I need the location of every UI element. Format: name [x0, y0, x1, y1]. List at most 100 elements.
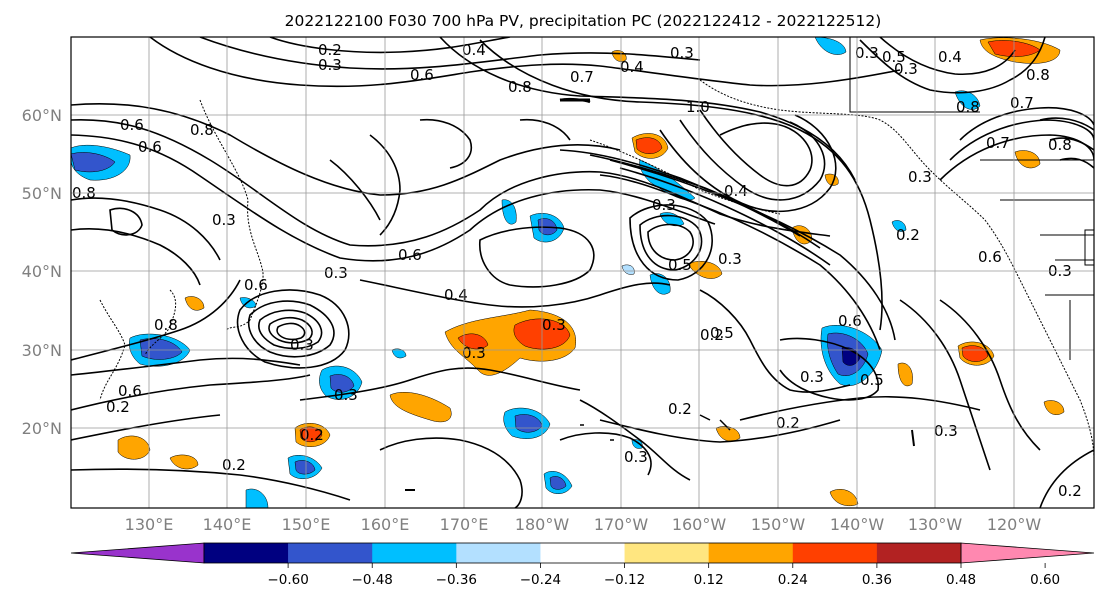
lat-label-50n: 50°N — [22, 184, 62, 203]
contour-label: 0.2 — [106, 398, 130, 416]
precip-blob-orange — [457, 333, 489, 350]
lon-label-140w: 140°W — [830, 515, 885, 534]
contour-label: 0.2 — [222, 456, 246, 474]
colorbar-tick-label: 0.60 — [1030, 572, 1060, 588]
precip-blob-orange — [687, 261, 723, 279]
pv-contours — [71, 37, 1094, 508]
precip-blob-blue — [631, 439, 643, 449]
contour-label: 0.4 — [444, 286, 468, 304]
contour-label: 0.3 — [212, 211, 236, 229]
contour-labels: 0.2 0.3 0.4 0.6 0.3 0.4 0.7 0.3 0.8 1.0 … — [72, 41, 1082, 500]
colorbar: −0.60 −0.48 −0.36 −0.24 −0.12 0.12 0.24 0.36 0.4… — [70, 542, 1095, 588]
colorbar-tick-label: 0.24 — [778, 572, 808, 588]
contour-label: 0.2 — [318, 41, 342, 59]
precip-shading — [71, 37, 1065, 508]
contour-label: 0.2 — [776, 414, 800, 432]
precip-blob-orange — [897, 362, 913, 387]
precip-blob-orange — [117, 435, 151, 460]
colorbar-extend-high — [960, 542, 1095, 564]
precip-blob-orange — [1043, 400, 1065, 415]
contour-label: 0.4 — [724, 182, 748, 200]
precip-blob-orange — [169, 454, 199, 470]
colorbar-segment — [288, 543, 373, 563]
colorbar-tick-label: −0.36 — [436, 572, 477, 588]
lon-label-120w: 120°W — [987, 515, 1042, 534]
figure-title: 2022122100 F030 700 hPa PV, precipitatio… — [285, 12, 882, 30]
precip-blob-orange — [1014, 150, 1041, 169]
contour-label: 0.3 — [462, 344, 486, 362]
lon-label-140e: 140°E — [203, 515, 252, 534]
precip-blob-orange — [829, 489, 859, 507]
precip-blob-orange — [715, 426, 741, 442]
colorbar-segment — [204, 543, 289, 563]
precip-blob-blue — [391, 348, 407, 359]
contour-label: 0.3 — [542, 316, 566, 334]
lon-label-130w: 130°W — [908, 515, 963, 534]
lat-label-60n: 60°N — [22, 106, 62, 125]
lon-label-150e: 150°E — [282, 515, 331, 534]
contour-label: 0.2 — [668, 400, 692, 418]
colorbar-tick-label: −0.48 — [352, 572, 393, 588]
contour-label: 0.8 — [154, 316, 178, 334]
contour-label: 0.3 — [934, 422, 958, 440]
contour-label: 0.3 — [652, 196, 676, 214]
contour-label: 0.4 — [938, 48, 962, 66]
contour-label: 0.6 — [978, 248, 1002, 266]
colorbar-tick-label: −0.60 — [267, 572, 308, 588]
contour-label: 0.5 — [882, 48, 906, 66]
lon-label-150w: 150°W — [751, 515, 806, 534]
colorbar-segment — [540, 543, 625, 563]
lat-label-40n: 40°N — [22, 262, 62, 281]
contour-label: 0.6 — [118, 382, 142, 400]
contour-label: 0.4 — [620, 58, 644, 76]
contour-label: 0.6 — [120, 116, 144, 134]
contour-label: 0.6 — [410, 66, 434, 84]
map-content: 0.2 0.3 0.4 0.6 0.3 0.4 0.7 0.3 0.8 1.0 … — [71, 37, 1094, 508]
map-frame — [70, 36, 1095, 509]
contour-label: 0.3 — [334, 386, 358, 404]
contour-label: 0.8 — [1048, 136, 1072, 154]
contour-label: 0.7 — [570, 68, 594, 86]
contour-label: 0.8 — [508, 78, 532, 96]
contour-label: 0.7 — [1010, 94, 1034, 112]
contour-label: 0.2 — [300, 426, 324, 444]
lat-label-20n: 20°N — [22, 419, 62, 438]
contour-label: 0.4 — [462, 41, 486, 59]
precip-blob-yellow — [389, 392, 452, 423]
precip-blob-darkblue — [549, 476, 567, 490]
precip-blob-blue — [245, 488, 269, 508]
contour-label: 0.2 — [896, 226, 920, 244]
precip-blob-darkblue — [71, 152, 116, 173]
contour-label: 0.3 — [318, 56, 342, 74]
colorbar-tick-label: 0.48 — [946, 572, 976, 588]
precip-blob-red — [299, 426, 323, 443]
colorbar-tick-label: 0.36 — [862, 572, 892, 588]
colorbar-tick-label: −0.12 — [604, 572, 645, 588]
colorbar-segment — [792, 543, 878, 563]
lat-tick-labels: 60°N 50°N 40°N 30°N 20°N — [22, 106, 62, 438]
lon-label-160w: 160°W — [672, 515, 727, 534]
lon-label-180w: 180°W — [515, 515, 570, 534]
contour-label: 0.3 — [324, 264, 348, 282]
lat-label-30n: 30°N — [22, 341, 62, 360]
colorbar-tick-label: −0.24 — [520, 572, 561, 588]
colorbar-segment — [876, 543, 962, 563]
precip-blob-blue — [891, 220, 907, 232]
contour-label: 0.3 — [855, 44, 879, 62]
colorbar-segment — [456, 543, 541, 563]
precip-blob-blue — [814, 37, 847, 55]
contour-label: 0.3 — [718, 250, 742, 268]
contour-label: 0.3 — [800, 368, 824, 386]
precip-blob-orange — [184, 296, 205, 311]
colorbar-segment — [708, 543, 794, 563]
contour-label: 1.0 — [686, 98, 710, 116]
precip-blob-blue — [954, 90, 981, 110]
contour-label: 0.3 — [290, 336, 314, 354]
colorbar-segment — [624, 543, 709, 563]
colorbar-extend-low — [70, 542, 205, 564]
precip-blob-navy — [841, 347, 861, 366]
gridlines — [71, 37, 1094, 508]
lon-tick-labels: 130°E 140°E 150°E 160°E 170°E 180°W 170°… — [125, 515, 1042, 534]
coastlines — [99, 37, 1094, 491]
